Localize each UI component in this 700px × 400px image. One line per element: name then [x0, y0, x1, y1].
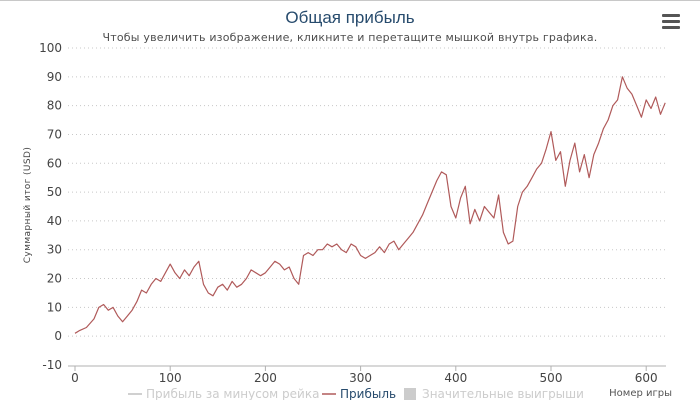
legend-item[interactable]: Прибыль за минусом рейка [128, 387, 319, 400]
y-tick-label: 20 [47, 272, 62, 286]
chart-subtitle: Чтобы увеличить изображение, кликните и … [102, 31, 598, 44]
legend-label: Значительные выигрыши [422, 387, 584, 400]
y-tick-label: 50 [47, 185, 62, 199]
x-tick-label: 100 [159, 371, 182, 385]
y-tick-label: 0 [54, 329, 62, 343]
y-tick-label: -10 [42, 358, 62, 372]
x-axis-label: Номер игры [609, 388, 672, 399]
legend[interactable]: Прибыль за минусом рейка Прибыль Значитель… [128, 387, 584, 400]
x-tick-label: 300 [349, 371, 372, 385]
grid-lines [68, 47, 666, 337]
y-tick-label: 90 [47, 70, 62, 84]
legend-label: Прибыль [340, 387, 396, 400]
y-tick-label: 30 [47, 243, 62, 257]
y-tick-label: 10 [47, 300, 62, 314]
y-tick-label: 70 [47, 127, 62, 141]
x-axis-ticks: 0 100 200 300 400 500 600 [71, 366, 658, 385]
x-tick-label: 600 [635, 371, 658, 385]
legend-label: Прибыль за минусом рейка [146, 387, 319, 400]
legend-symbol-box [404, 388, 416, 400]
legend-item[interactable]: Прибыль [322, 387, 396, 400]
y-tick-label: 100 [39, 41, 62, 55]
y-axis-label: Суммарный итог (USD) [23, 147, 33, 264]
y-axis-ticks: -10 0 10 20 30 40 50 60 70 80 90 100 [39, 41, 62, 372]
y-tick-label: 60 [47, 156, 62, 170]
legend-item[interactable]: Значительные выигрыши [404, 387, 584, 400]
x-tick-label: 0 [71, 371, 79, 385]
chart-title: Общая прибыль [285, 8, 415, 27]
x-tick-label: 500 [540, 371, 563, 385]
y-tick-label: 80 [47, 99, 62, 113]
hamburger-menu-icon[interactable] [660, 14, 682, 32]
series-layer [74, 76, 666, 334]
series-line-profit [74, 76, 666, 334]
y-tick-label: 40 [47, 214, 62, 228]
x-tick-label: 200 [254, 371, 277, 385]
x-tick-label: 400 [444, 371, 467, 385]
top-divider [0, 0, 700, 1]
